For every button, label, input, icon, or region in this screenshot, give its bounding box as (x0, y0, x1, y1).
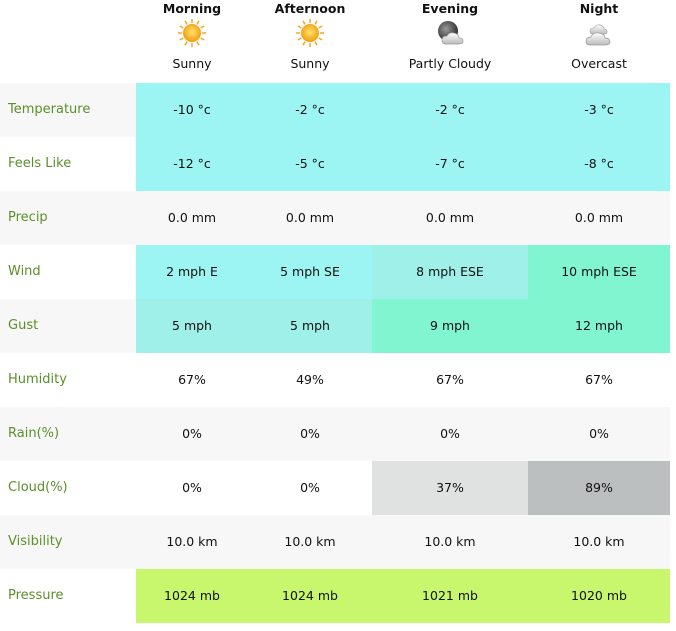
table-row: Rain(%) 0% 0% 0% 0% (0, 407, 670, 461)
value-cell: 12 mph (528, 299, 670, 353)
value-cell: 0.0 mm (574, 210, 624, 225)
condition: Partly Cloudy (408, 56, 492, 71)
value-cell: 9 mph (372, 299, 528, 353)
row-label: Gust (8, 318, 39, 333)
value-cell: 10.0 km (284, 534, 336, 549)
column-header: Night Overcast (528, 0, 670, 80)
value-cell: -3 °c (528, 83, 670, 137)
table-row: Temperature -10 °c -2 °c -2 °c -3 °c (0, 83, 670, 137)
value-cell: -5 °c (248, 137, 372, 191)
weather-icon (294, 18, 326, 48)
value-cell: 10.0 km (424, 534, 476, 549)
value-cell: 1020 mb (528, 569, 670, 623)
period-name: Morning (162, 1, 222, 16)
value-cell: 1021 mb (372, 569, 528, 623)
value-cell: 5 mph SE (248, 245, 372, 299)
value-cell: 1024 mb (248, 569, 372, 623)
period-name: Night (579, 1, 619, 16)
condition: Sunny (172, 56, 212, 71)
value-cell: 0% (182, 426, 202, 441)
value-cell: -2 °c (372, 83, 528, 137)
table-row: Feels Like -12 °c -5 °c -7 °c -8 °c (0, 137, 670, 191)
column-header: Afternoon Sunny (248, 0, 372, 80)
weather-icon (583, 18, 615, 48)
table-row: Gust 5 mph 5 mph 9 mph 12 mph (0, 299, 670, 353)
value-cell: 0% (300, 426, 320, 441)
weather-icon (176, 18, 208, 48)
value-cell: 49% (296, 372, 324, 387)
row-label: Humidity (8, 372, 67, 387)
value-cell: 5 mph (136, 299, 248, 353)
value-cell: -7 °c (372, 137, 528, 191)
value-cell: 89% (528, 461, 670, 515)
row-label: Feels Like (8, 156, 72, 171)
value-cell: -10 °c (136, 83, 248, 137)
condition: Sunny (290, 56, 330, 71)
row-label: Visibility (8, 534, 63, 549)
weather-icon (434, 18, 466, 48)
period-name: Evening (421, 1, 479, 16)
column-header: Evening Partly Cloudy (372, 0, 528, 80)
value-cell: 0.0 mm (425, 210, 475, 225)
value-cell: 2 mph E (136, 245, 248, 299)
value-cell: 67% (436, 372, 464, 387)
row-label: Wind (8, 264, 41, 279)
value-cell: -8 °c (528, 137, 670, 191)
value-cell: -2 °c (248, 83, 372, 137)
value-cell: 0% (300, 480, 320, 495)
value-cell: 1024 mb (136, 569, 248, 623)
period-name: Afternoon (274, 1, 346, 16)
value-cell: 67% (178, 372, 206, 387)
row-label: Precip (8, 210, 48, 225)
value-cell: 0.0 mm (167, 210, 217, 225)
value-cell: 0% (440, 426, 460, 441)
value-cell: 0% (589, 426, 609, 441)
value-cell: 8 mph ESE (372, 245, 528, 299)
value-cell: 10 mph ESE (528, 245, 670, 299)
table-row: Cloud(%) 0% 0% 37% 89% (0, 461, 670, 515)
column-header: Morning Sunny (136, 0, 248, 80)
row-label: Pressure (8, 588, 64, 603)
value-cell: 67% (585, 372, 613, 387)
condition: Overcast (571, 56, 627, 71)
table-row: Precip 0.0 mm 0.0 mm 0.0 mm 0.0 mm (0, 191, 670, 245)
value-cell: 10.0 km (166, 534, 218, 549)
value-cell: -12 °c (136, 137, 248, 191)
value-cell: 0.0 mm (285, 210, 335, 225)
table-row: Visibility 10.0 km 10.0 km 10.0 km 10.0 km (0, 515, 670, 569)
value-cell: 5 mph (248, 299, 372, 353)
value-cell: 37% (372, 461, 528, 515)
row-label: Cloud(%) (8, 480, 68, 495)
table-row: Humidity 67% 49% 67% 67% (0, 353, 670, 407)
table-row: Pressure 1024 mb 1024 mb 1021 mb 1020 mb (0, 569, 670, 623)
row-label: Rain(%) (8, 426, 60, 441)
value-cell: 0% (182, 480, 202, 495)
value-cell: 10.0 km (573, 534, 625, 549)
row-label: Temperature (8, 102, 91, 117)
